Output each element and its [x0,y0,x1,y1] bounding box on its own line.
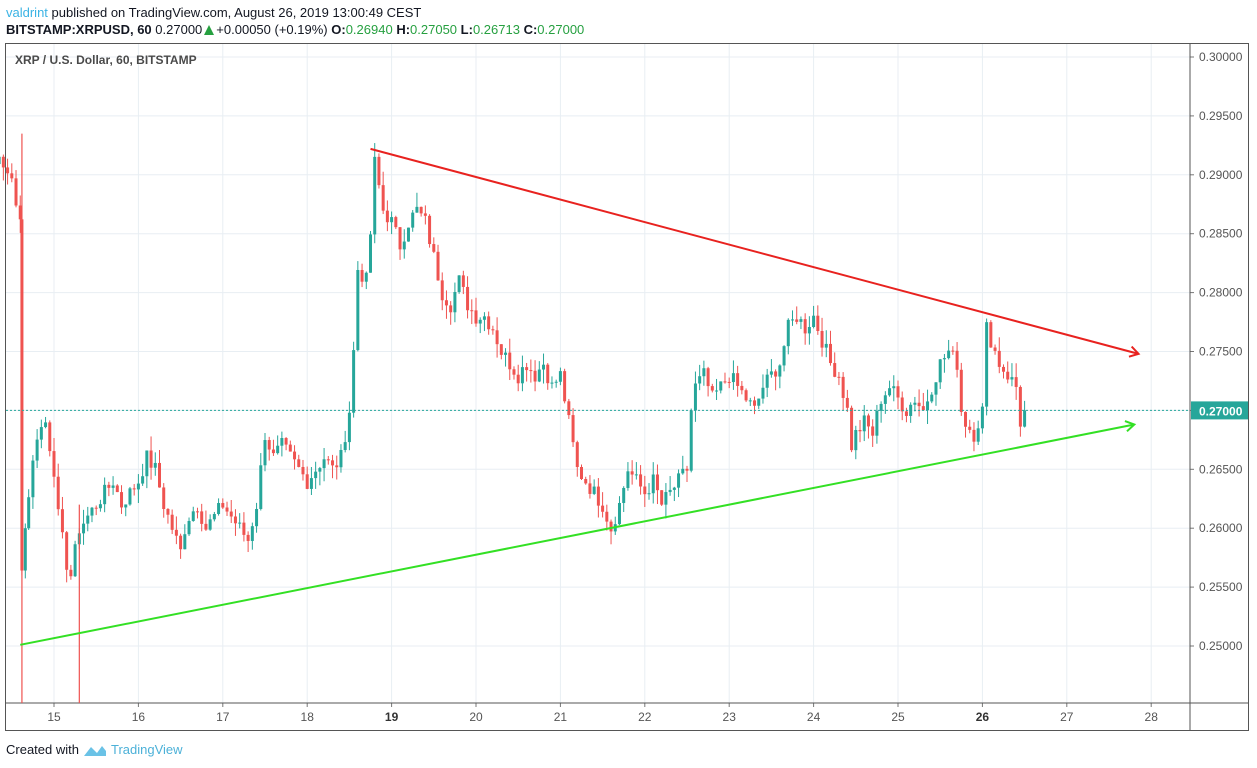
current-price-badge [1191,401,1249,420]
price-axis-label: 0.27500 [1199,345,1243,359]
current-price-label: 0.27000 [1199,404,1243,418]
price-axis-label: 0.29500 [1199,109,1243,123]
price-axis-label: 0.28000 [1199,286,1243,300]
open-label: O: [331,22,346,37]
time-axis-label: 28 [1145,710,1159,724]
price-axis-label: 0.25500 [1199,580,1243,594]
time-axis-label: 19 [385,710,399,724]
time-axis-label: 15 [47,710,61,724]
price-axis-label: 0.25000 [1199,639,1243,653]
time-axis-label: 23 [723,710,737,724]
price-axis-label: 0.28500 [1199,227,1243,241]
time-axis-label: 22 [638,710,652,724]
publish-info: valdrint published on TradingView.com, A… [6,5,421,20]
time-axis-label: 18 [301,710,315,724]
close-label: C: [523,22,538,37]
price-axis-label: 0.26500 [1199,462,1243,476]
price-axis-label: 0.30000 [1199,50,1243,64]
time-axis-label: 16 [132,710,146,724]
created-with-text: Created with [6,742,79,757]
symbol-info: BITSTAMP:XRPUSD, 60 0.27000 +0.00050 (+0.… [6,22,584,37]
symbol: BITSTAMP:XRPUSD, 60 [6,22,152,37]
tradingview-link[interactable]: TradingView [110,742,183,757]
chart-frame [5,43,1249,731]
price-axis-label: 0.29000 [1199,168,1243,182]
close-value: 0.27000 [537,22,585,37]
time-axis-label: 25 [891,710,905,724]
time-axis-label: 27 [1060,710,1074,724]
open-value: 0.26940 [345,22,393,37]
low-label: L: [460,22,473,37]
time-axis-label: 21 [554,710,568,724]
footer: Created with TradingView [6,742,183,757]
time-axis-label: 26 [976,710,990,724]
last-price: 0.27000 [155,22,203,37]
low-value: 0.26713 [472,22,520,37]
published-text: published on TradingView.com, August 26,… [51,5,422,20]
chart-legend: XRP / U.S. Dollar, 60, BITSTAMP [15,53,197,67]
high-label: H: [396,22,411,37]
time-axis-label: 20 [469,710,483,724]
time-axis-label: 17 [216,710,230,724]
candles [0,133,1027,703]
tradingview-logo-icon [83,745,106,756]
grid: 0.30000 0.29500 0.29000 0.28500 0.28000 0.275… [6,44,1243,724]
support-trendline[interactable] [20,420,1137,646]
author-link[interactable]: valdrint [6,5,48,20]
resistance-trendline[interactable] [370,147,1141,358]
up-arrow-icon [204,25,215,35]
high-value: 0.27050 [410,22,458,37]
time-axis-label: 24 [807,710,821,724]
price-axis-label: 0.26000 [1199,521,1243,535]
price-change: +0.00050 (+0.19%) [216,22,328,37]
